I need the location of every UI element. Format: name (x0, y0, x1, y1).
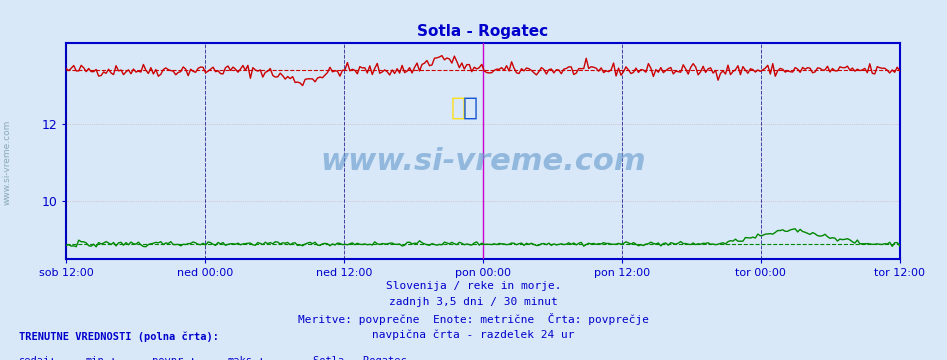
Text: www.si-vreme.com: www.si-vreme.com (3, 119, 12, 205)
Text: zadnjh 3,5 dni / 30 minut: zadnjh 3,5 dni / 30 minut (389, 297, 558, 307)
Text: www.si-vreme.com: www.si-vreme.com (320, 148, 646, 176)
Text: sedaj:: sedaj: (19, 356, 57, 360)
Text: Sotla - Rogatec: Sotla - Rogatec (313, 356, 406, 360)
Text: ⬛: ⬛ (451, 96, 466, 120)
Text: maks.:: maks.: (227, 356, 265, 360)
Text: Slovenija / reke in morje.: Slovenija / reke in morje. (385, 281, 562, 291)
Text: navpična črta - razdelek 24 ur: navpična črta - razdelek 24 ur (372, 329, 575, 340)
Title: Sotla - Rogatec: Sotla - Rogatec (418, 24, 548, 39)
Text: ⬛: ⬛ (463, 96, 478, 120)
Text: povpr.:: povpr.: (152, 356, 195, 360)
Text: min.:: min.: (85, 356, 116, 360)
Text: TRENUTNE VREDNOSTI (polna črta):: TRENUTNE VREDNOSTI (polna črta): (19, 331, 219, 342)
Text: Meritve: povprečne  Enote: metrične  Črta: povprečje: Meritve: povprečne Enote: metrične Črta:… (298, 313, 649, 325)
